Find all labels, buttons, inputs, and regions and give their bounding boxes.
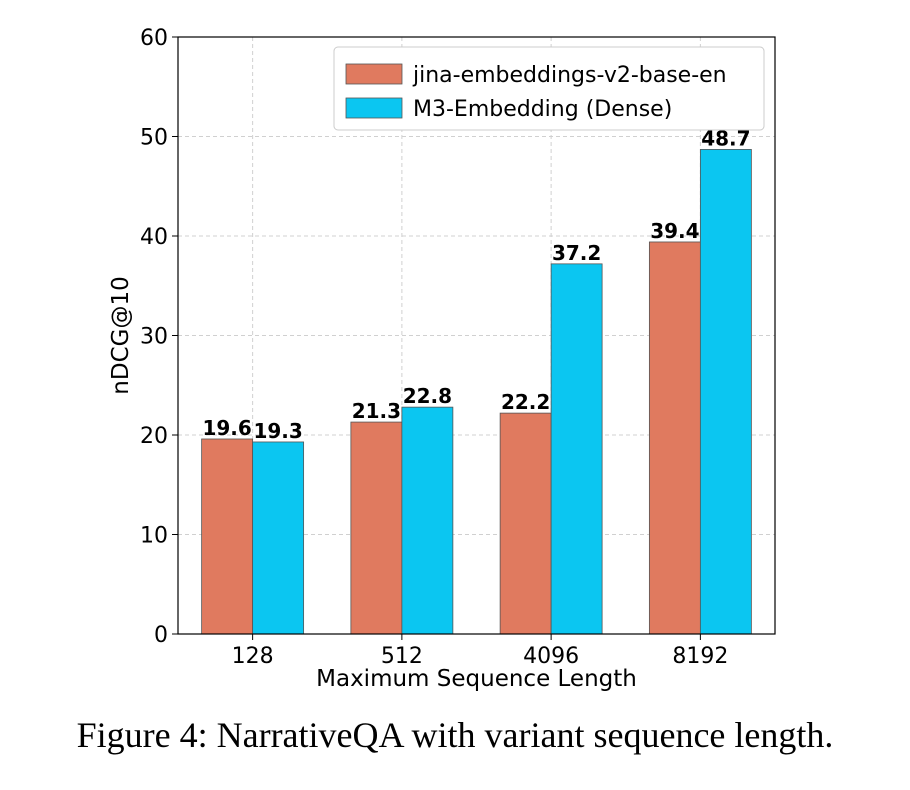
legend-label-jina: jina-embeddings-v2-base-en — [412, 63, 727, 88]
y-axis-ticks: 0 10 20 30 40 50 60 — [140, 26, 178, 648]
data-label-m3-128: 19.3 — [253, 419, 302, 443]
legend-swatch-m3 — [345, 97, 403, 119]
bar-jina-8192 — [648, 241, 701, 635]
legend-swatch-jina — [345, 63, 403, 85]
bar-jina-512 — [350, 421, 403, 635]
y-tick-label: 50 — [140, 126, 168, 151]
x-tick-label: 128 — [232, 644, 274, 669]
data-label-m3-4096: 37.2 — [552, 241, 601, 265]
x-tick-label: 512 — [381, 644, 423, 669]
y-tick-label: 60 — [140, 26, 168, 51]
bar-jina-128 — [201, 438, 254, 635]
y-axis-title: nDCG@10 — [108, 276, 134, 394]
data-label-jina-4096: 22.2 — [501, 390, 550, 414]
data-label-jina-8192: 39.4 — [650, 219, 699, 243]
legend-box — [333, 46, 765, 131]
data-label-m3-512: 22.8 — [403, 384, 452, 408]
data-label-jina-128: 19.6 — [202, 416, 251, 440]
bar-m3-8192 — [699, 149, 752, 635]
legend: jina-embeddings-v2-base-en M3-Embedding … — [333, 46, 765, 131]
bar-m3-512 — [401, 406, 454, 635]
bar-chart: 19.621.3 22.239.419.322.837.248.7 0102030… — [108, 26, 776, 692]
x-tick-label: 8192 — [672, 644, 728, 669]
figure-caption: Figure 4: NarrativeQA with variant seque… — [76, 715, 834, 755]
x-tick-label: 4096 — [523, 644, 579, 669]
bar-jina-4096 — [499, 412, 552, 635]
bar-m3-128 — [252, 441, 305, 635]
x-axis-ticks: 128 512 4096 8192 — [232, 634, 728, 669]
y-tick-label: 40 — [140, 225, 168, 250]
data-label-jina-512: 21.3 — [352, 399, 401, 423]
bar-m3-4096 — [550, 263, 603, 635]
y-tick-label: 0 — [154, 623, 168, 648]
y-tick-label: 30 — [140, 325, 168, 350]
y-tick-label: 20 — [140, 424, 168, 449]
bars — [201, 149, 752, 635]
x-axis-title: Maximum Sequence Length — [316, 666, 637, 692]
y-tick-label: 10 — [140, 524, 168, 549]
legend-label-m3: M3-Embedding (Dense) — [413, 97, 672, 122]
